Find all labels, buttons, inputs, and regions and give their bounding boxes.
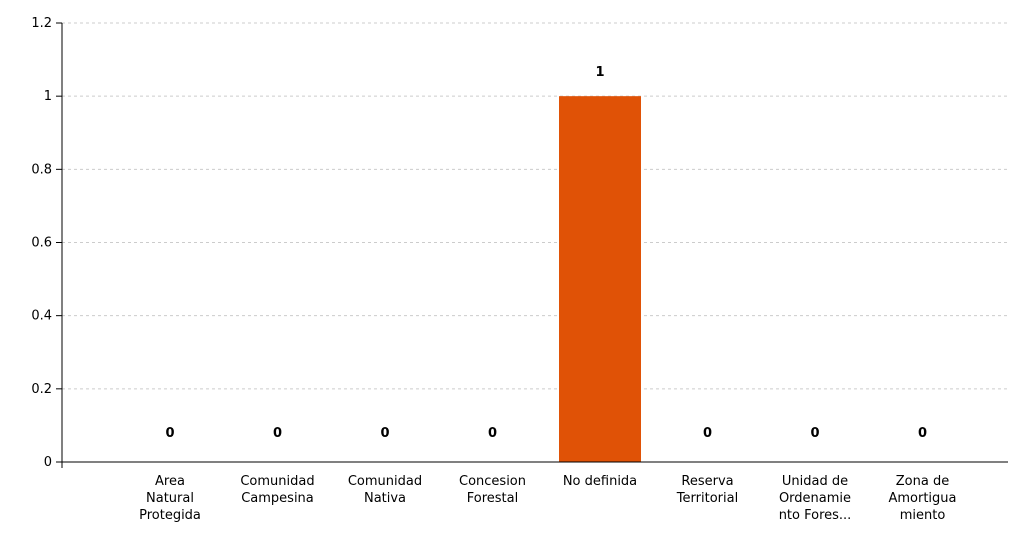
category-label-line: Ordenamie	[779, 491, 851, 506]
category-label-line: Area	[155, 474, 185, 489]
category-label: Reserva Territorial	[676, 474, 738, 506]
data-label: 0	[380, 426, 389, 441]
data-label: 0	[918, 426, 927, 441]
y-tick-label: 0.4	[31, 309, 52, 324]
category-label-line: Comunidad	[348, 474, 422, 489]
category-label-line: No definida	[563, 474, 637, 489]
category-label-line: Zona de	[896, 474, 949, 489]
category-label-line: Campesina	[241, 491, 314, 506]
y-ticks: 0 0.2 0.4 0.6 0.8 1 1.2	[31, 16, 62, 470]
category-label-line: Unidad de	[782, 474, 848, 489]
y-tick-label: 0	[44, 455, 52, 470]
y-tick-label: 0.8	[31, 162, 52, 177]
category-label-line: nto Fores...	[779, 508, 852, 523]
category-label: Concesion Forestal	[459, 474, 526, 506]
y-tick-label: 1	[44, 89, 52, 104]
data-label: 1	[595, 65, 604, 80]
data-label: 0	[488, 426, 497, 441]
bar	[559, 96, 641, 463]
data-label: 0	[810, 426, 819, 441]
category-label-line: miento	[900, 508, 946, 523]
data-label: 0	[703, 426, 712, 441]
category-label-line: Nativa	[364, 491, 406, 506]
gridlines	[62, 22, 1008, 390]
bars	[559, 96, 641, 463]
category-label: Comunidad Nativa	[348, 474, 422, 506]
category-label: No definida	[563, 474, 637, 489]
category-label: Comunidad Campesina	[240, 474, 314, 506]
data-labels: 0 0 0 0 1 0 0 0	[165, 65, 927, 441]
category-label-line: Amortigua	[888, 491, 956, 506]
category-label-line: Natural	[146, 491, 194, 506]
category-label-line: Protegida	[139, 508, 201, 523]
y-tick-label: 0.6	[31, 236, 52, 251]
category-label-line: Forestal	[467, 491, 518, 506]
y-tick-label: 1.2	[31, 16, 52, 31]
category-label-line: Concesion	[459, 474, 526, 489]
category-label-line: Reserva	[681, 474, 733, 489]
axes	[61, 23, 1008, 468]
data-label: 0	[273, 426, 282, 441]
data-label: 0	[165, 426, 174, 441]
category-label: Area Natural Protegida	[139, 474, 201, 523]
category-label: Unidad de Ordenamie nto Fores...	[779, 474, 852, 523]
y-tick-label: 0.2	[31, 382, 52, 397]
category-label: Zona de Amortigua miento	[888, 474, 956, 523]
category-label-line: Territorial	[676, 491, 738, 506]
category-label-line: Comunidad	[240, 474, 314, 489]
